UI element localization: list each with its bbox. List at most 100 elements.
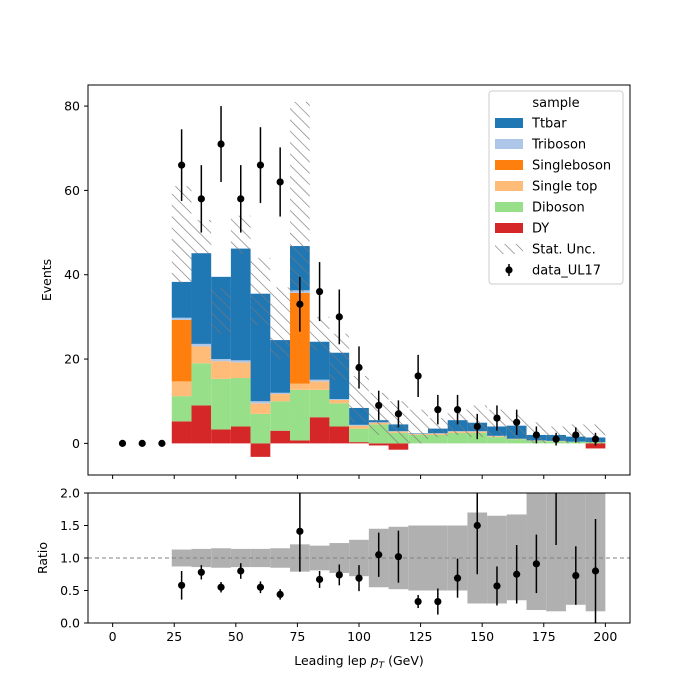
bar-diboson-bin-12 [349,428,369,443]
ratio-unc-band-bin-16 [427,525,448,591]
data-point-24 [591,435,600,443]
bar-single-top-bin-8 [270,394,291,402]
bar-dy-bin-7 [250,443,271,457]
ratio-y-tick-label-0: 0.0 [60,616,80,631]
x-axis-label: Leading lep pT (GeV) [294,653,424,671]
ratio-point-18 [532,560,540,568]
ratio-unc-band-bin-12 [349,539,369,577]
main-y-tick-label-20: 20 [64,352,80,367]
data-point-14 [394,410,403,418]
ratio-point-9 [355,574,363,582]
legend-swatch-triboson [495,139,523,149]
data-point-7 [256,161,265,169]
legend-label-triboson: Triboson [531,138,586,153]
ratio-point-17 [513,570,521,578]
bar-singleboson-bin-3 [171,319,192,382]
data-point-16 [434,406,442,414]
data-point-3 [178,161,186,169]
ratio-unc-band-bin-19 [487,515,507,604]
data-point-9 [296,300,304,308]
bar-diboson-bin-8 [270,401,291,431]
bar-ttbar-bin-10 [309,341,330,380]
stat-unc-bin-12 [349,375,369,423]
x-tick-label-125: 125 [409,629,433,644]
ratio-point-10 [375,551,383,559]
stat-unc-bin-4 [191,219,212,254]
x-tick-label-100: 100 [347,629,371,644]
stat-unc-bin-6 [230,215,251,254]
data-point-12 [355,363,363,372]
ratio-point-15 [473,521,481,530]
x-tick-label-0: 0 [109,629,117,644]
bar-dy-bin-9 [290,440,310,444]
bar-dy-bin-24 [585,443,606,449]
bar-diboson-bin-10 [309,389,330,418]
bar-single-top-bin-3 [171,381,192,397]
ratio-point-4 [256,583,265,591]
ratio-point-5 [276,590,284,599]
x-tick-label-200: 200 [593,629,617,644]
ratio-y-axis-label: Ratio [35,542,50,574]
ratio-unc-band-bin-17 [447,525,468,591]
legend-swatch-ttbar [495,118,523,128]
x-tick-label-25: 25 [166,629,182,644]
bar-triboson-bin-7 [250,401,271,404]
bar-diboson-bin-11 [329,403,350,427]
legend-label-singleboson: Singleboson [532,159,611,174]
bar-dy-bin-11 [329,426,350,444]
ratio-point-8 [335,571,343,579]
bar-diboson-bin-9 [290,389,310,441]
bar-dy-bin-10 [309,417,330,444]
data-point-20 [513,418,521,426]
ratio-point-1 [197,568,205,576]
main-y-tick-label-80: 80 [64,99,80,114]
x-tick-label-150: 150 [470,629,494,644]
x-tick-label-50: 50 [228,629,244,644]
bar-dy-bin-13 [368,443,389,446]
bar-triboson-bin-3 [171,317,192,320]
main-y-tick-label-0: 0 [72,436,80,451]
data-point-5 [217,140,225,148]
data-point-13 [375,401,383,410]
ratio-point-11 [394,553,403,561]
legend-marker-data-ul17 [505,266,513,274]
legend-swatch-dy [495,223,523,233]
bar-dy-bin-14 [388,443,409,450]
bar-dy-bin-12 [349,442,369,444]
bar-diboson-bin-3 [171,396,192,422]
stat-unc-bin-9 [290,101,310,292]
bar-dy-bin-4 [191,405,212,444]
bar-ttbar-bin-4 [191,253,212,344]
x-tick-label-75: 75 [289,629,305,644]
bar-single-top-bin-5 [211,361,231,379]
bar-triboson-bin-11 [329,399,350,400]
stat-unc-bin-5 [211,287,231,334]
data-point-22 [552,435,560,443]
legend-label-stat-unc: Stat. Unc. [532,243,596,258]
bar-diboson-bin-5 [211,378,231,430]
ratio-y-tick-label-1: 0.5 [60,583,80,598]
bar-ttbar-bin-3 [171,281,192,318]
legend: sample Ttbar Triboson Singleboson Single to… [488,90,624,285]
bar-single-top-bin-12 [349,425,369,429]
ratio-unc-band-bin-22 [546,493,566,612]
bar-diboson-bin-4 [191,363,212,406]
x-tick-label-175: 175 [532,629,556,644]
stat-unc-bin-7 [250,257,271,326]
legend-label-diboson: Diboson [532,201,585,216]
stat-unc-bin-16 [427,418,448,438]
stat-unc-bin-11 [329,333,350,381]
legend-title: sample [532,96,579,111]
stat-unc-bin-15 [408,409,428,444]
bar-triboson-bin-10 [309,379,330,382]
ratio-panel: 0.0 0.5 1.0 1.5 2.0 0 25 50 75 100 125 150 175 200 R… [35,486,631,671]
legend-swatch-single-top [495,181,523,191]
bar-dy-bin-8 [270,430,291,444]
bar-triboson-bin-4 [191,343,212,347]
data-point-17 [453,406,462,414]
bar-triboson-bin-5 [211,359,231,362]
main-y-tick-label-60: 60 [64,183,80,198]
legend-label-single-top: Single top [532,180,597,195]
bar-diboson-bin-7 [250,413,271,444]
